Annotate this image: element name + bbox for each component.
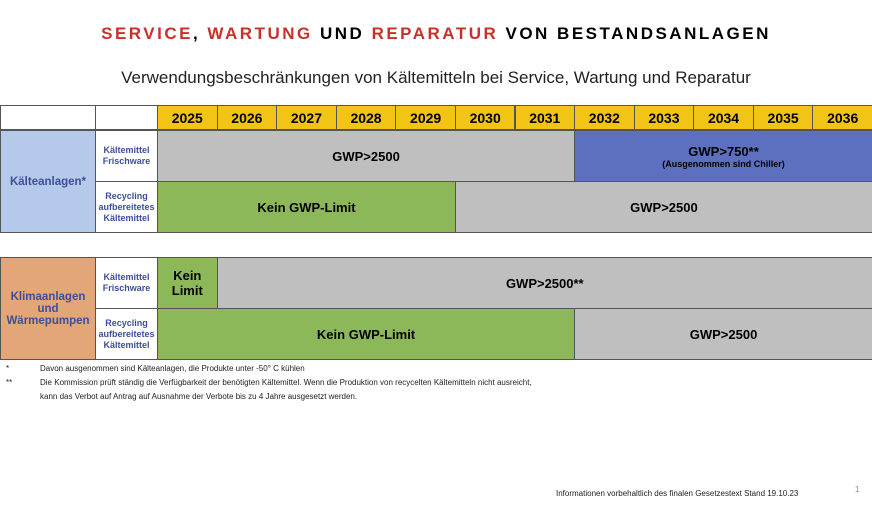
subtitle: Verwendungsbeschränkungen von Kältemitte…: [121, 68, 751, 87]
footnote-mark: **: [6, 378, 13, 387]
restriction-cell: GWP>2500: [157, 130, 576, 182]
title-word: WARTUNG: [207, 24, 313, 43]
restriction-cell: GWP>750** (Ausgenommen sind Chiller): [574, 130, 872, 182]
year-header: 2029: [395, 105, 456, 130]
year-header: 2031: [514, 105, 576, 130]
restriction-cell: Kein GWP-Limit: [157, 308, 576, 360]
title-word: VON BESTANDSANLAGEN: [505, 24, 771, 43]
footnote-mark: *: [6, 364, 10, 373]
year-header: 2028: [335, 105, 397, 130]
restriction-cell: Kein GWP-Limit: [157, 181, 456, 233]
year-header: 2025: [157, 105, 218, 130]
year-header: 2034: [693, 105, 754, 130]
restriction-text: Kein GWP-Limit: [316, 326, 416, 342]
year-header: 2035: [752, 105, 814, 130]
corner: [95, 105, 158, 130]
restriction-cell: GWP>2500: [454, 181, 872, 233]
restriction-cell: Kein Limit: [157, 257, 218, 309]
footnote-text: Davon ausgenommen sind Kälteanlagen, die…: [40, 364, 305, 373]
row-label: Kältemittel Frischware: [95, 130, 158, 182]
group-label: Kälteanlagen*: [0, 130, 96, 233]
year-header: 2027: [276, 105, 337, 130]
year-header: 2026: [216, 105, 278, 130]
footnote-text: kann das Verbot auf Antrag auf Ausnahme …: [40, 392, 358, 401]
title-word: SERVICE: [101, 24, 193, 43]
group-label: Klimaanlagen und Wärmepumpen: [0, 257, 96, 360]
year-header: 2032: [574, 105, 635, 130]
restriction-text: GWP>2500: [332, 148, 400, 164]
restriction-text: Kein Limit: [171, 268, 203, 298]
title-word: ,: [192, 24, 201, 43]
year-header: 2030: [454, 105, 516, 130]
footer: Informationen vorbehaltlich des finalen …: [556, 489, 799, 498]
row-label: Recycling aufbereitetes Kältemittel: [95, 181, 158, 233]
year-header: 2033: [633, 105, 695, 130]
restriction-text: Kein GWP-Limit: [257, 199, 356, 215]
restriction-text: GWP>750**: [688, 143, 759, 159]
restriction-cell: GWP>2500: [574, 308, 872, 360]
title-word: REPARATUR: [371, 24, 499, 43]
restriction-text: GWP>2500**: [505, 275, 584, 291]
restriction-text: GWP>2500: [630, 199, 698, 215]
corner: [0, 105, 96, 130]
row-label: Recycling aufbereitetes Kältemittel: [95, 308, 158, 360]
gap-row: [0, 232, 872, 258]
year-header: 2036: [812, 105, 872, 130]
row-label: Kältemittel Frischware: [95, 257, 158, 309]
restriction-cell: GWP>2500**: [216, 257, 872, 309]
restriction-text: GWP>2500: [689, 326, 758, 342]
page-number: 1: [855, 485, 860, 494]
footnote-text: Die Kommission prüft ständig die Verfügb…: [40, 378, 532, 387]
title-word: UND: [319, 24, 365, 43]
title: SERVICE, WARTUNG UND REPARATUR VON BESTA…: [0, 24, 872, 44]
restriction-note: (Ausgenommen sind Chiller): [662, 158, 785, 169]
